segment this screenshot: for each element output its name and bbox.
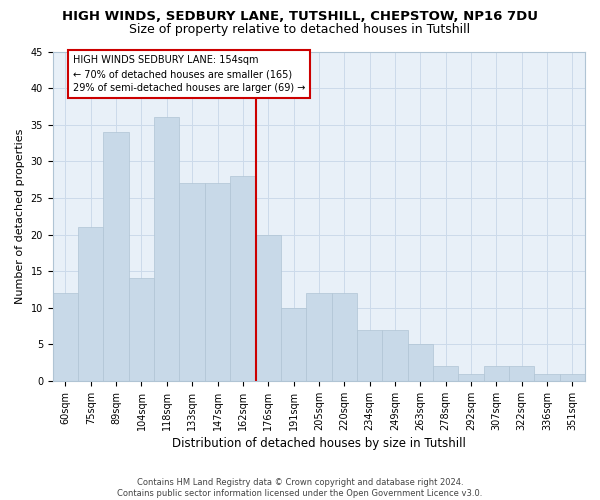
Bar (129, 278, 154, 381)
Bar (332, 293, 357, 381)
Bar (382, 330, 407, 381)
Bar (230, 176, 256, 381)
Text: HIGH WINDS, SEDBURY LANE, TUTSHILL, CHEPSTOW, NP16 7DU: HIGH WINDS, SEDBURY LANE, TUTSHILL, CHEP… (62, 10, 538, 23)
Bar (509, 366, 535, 381)
Bar (433, 366, 458, 381)
Bar (256, 234, 281, 381)
Bar (357, 330, 382, 381)
Bar (179, 184, 205, 381)
Bar (407, 344, 433, 381)
Bar (306, 293, 332, 381)
Bar (78, 227, 103, 381)
Bar (205, 184, 230, 381)
X-axis label: Distribution of detached houses by size in Tutshill: Distribution of detached houses by size … (172, 437, 466, 450)
Bar (484, 366, 509, 381)
Bar (281, 308, 306, 381)
Text: HIGH WINDS SEDBURY LANE: 154sqm
← 70% of detached houses are smaller (165)
29% o: HIGH WINDS SEDBURY LANE: 154sqm ← 70% of… (73, 55, 305, 93)
Bar (53, 293, 78, 381)
Y-axis label: Number of detached properties: Number of detached properties (15, 128, 25, 304)
Bar (103, 132, 129, 381)
Text: Size of property relative to detached houses in Tutshill: Size of property relative to detached ho… (130, 22, 470, 36)
Bar (560, 374, 585, 381)
Text: Contains HM Land Registry data © Crown copyright and database right 2024.
Contai: Contains HM Land Registry data © Crown c… (118, 478, 482, 498)
Bar (535, 374, 560, 381)
Bar (154, 118, 179, 381)
Bar (458, 374, 484, 381)
